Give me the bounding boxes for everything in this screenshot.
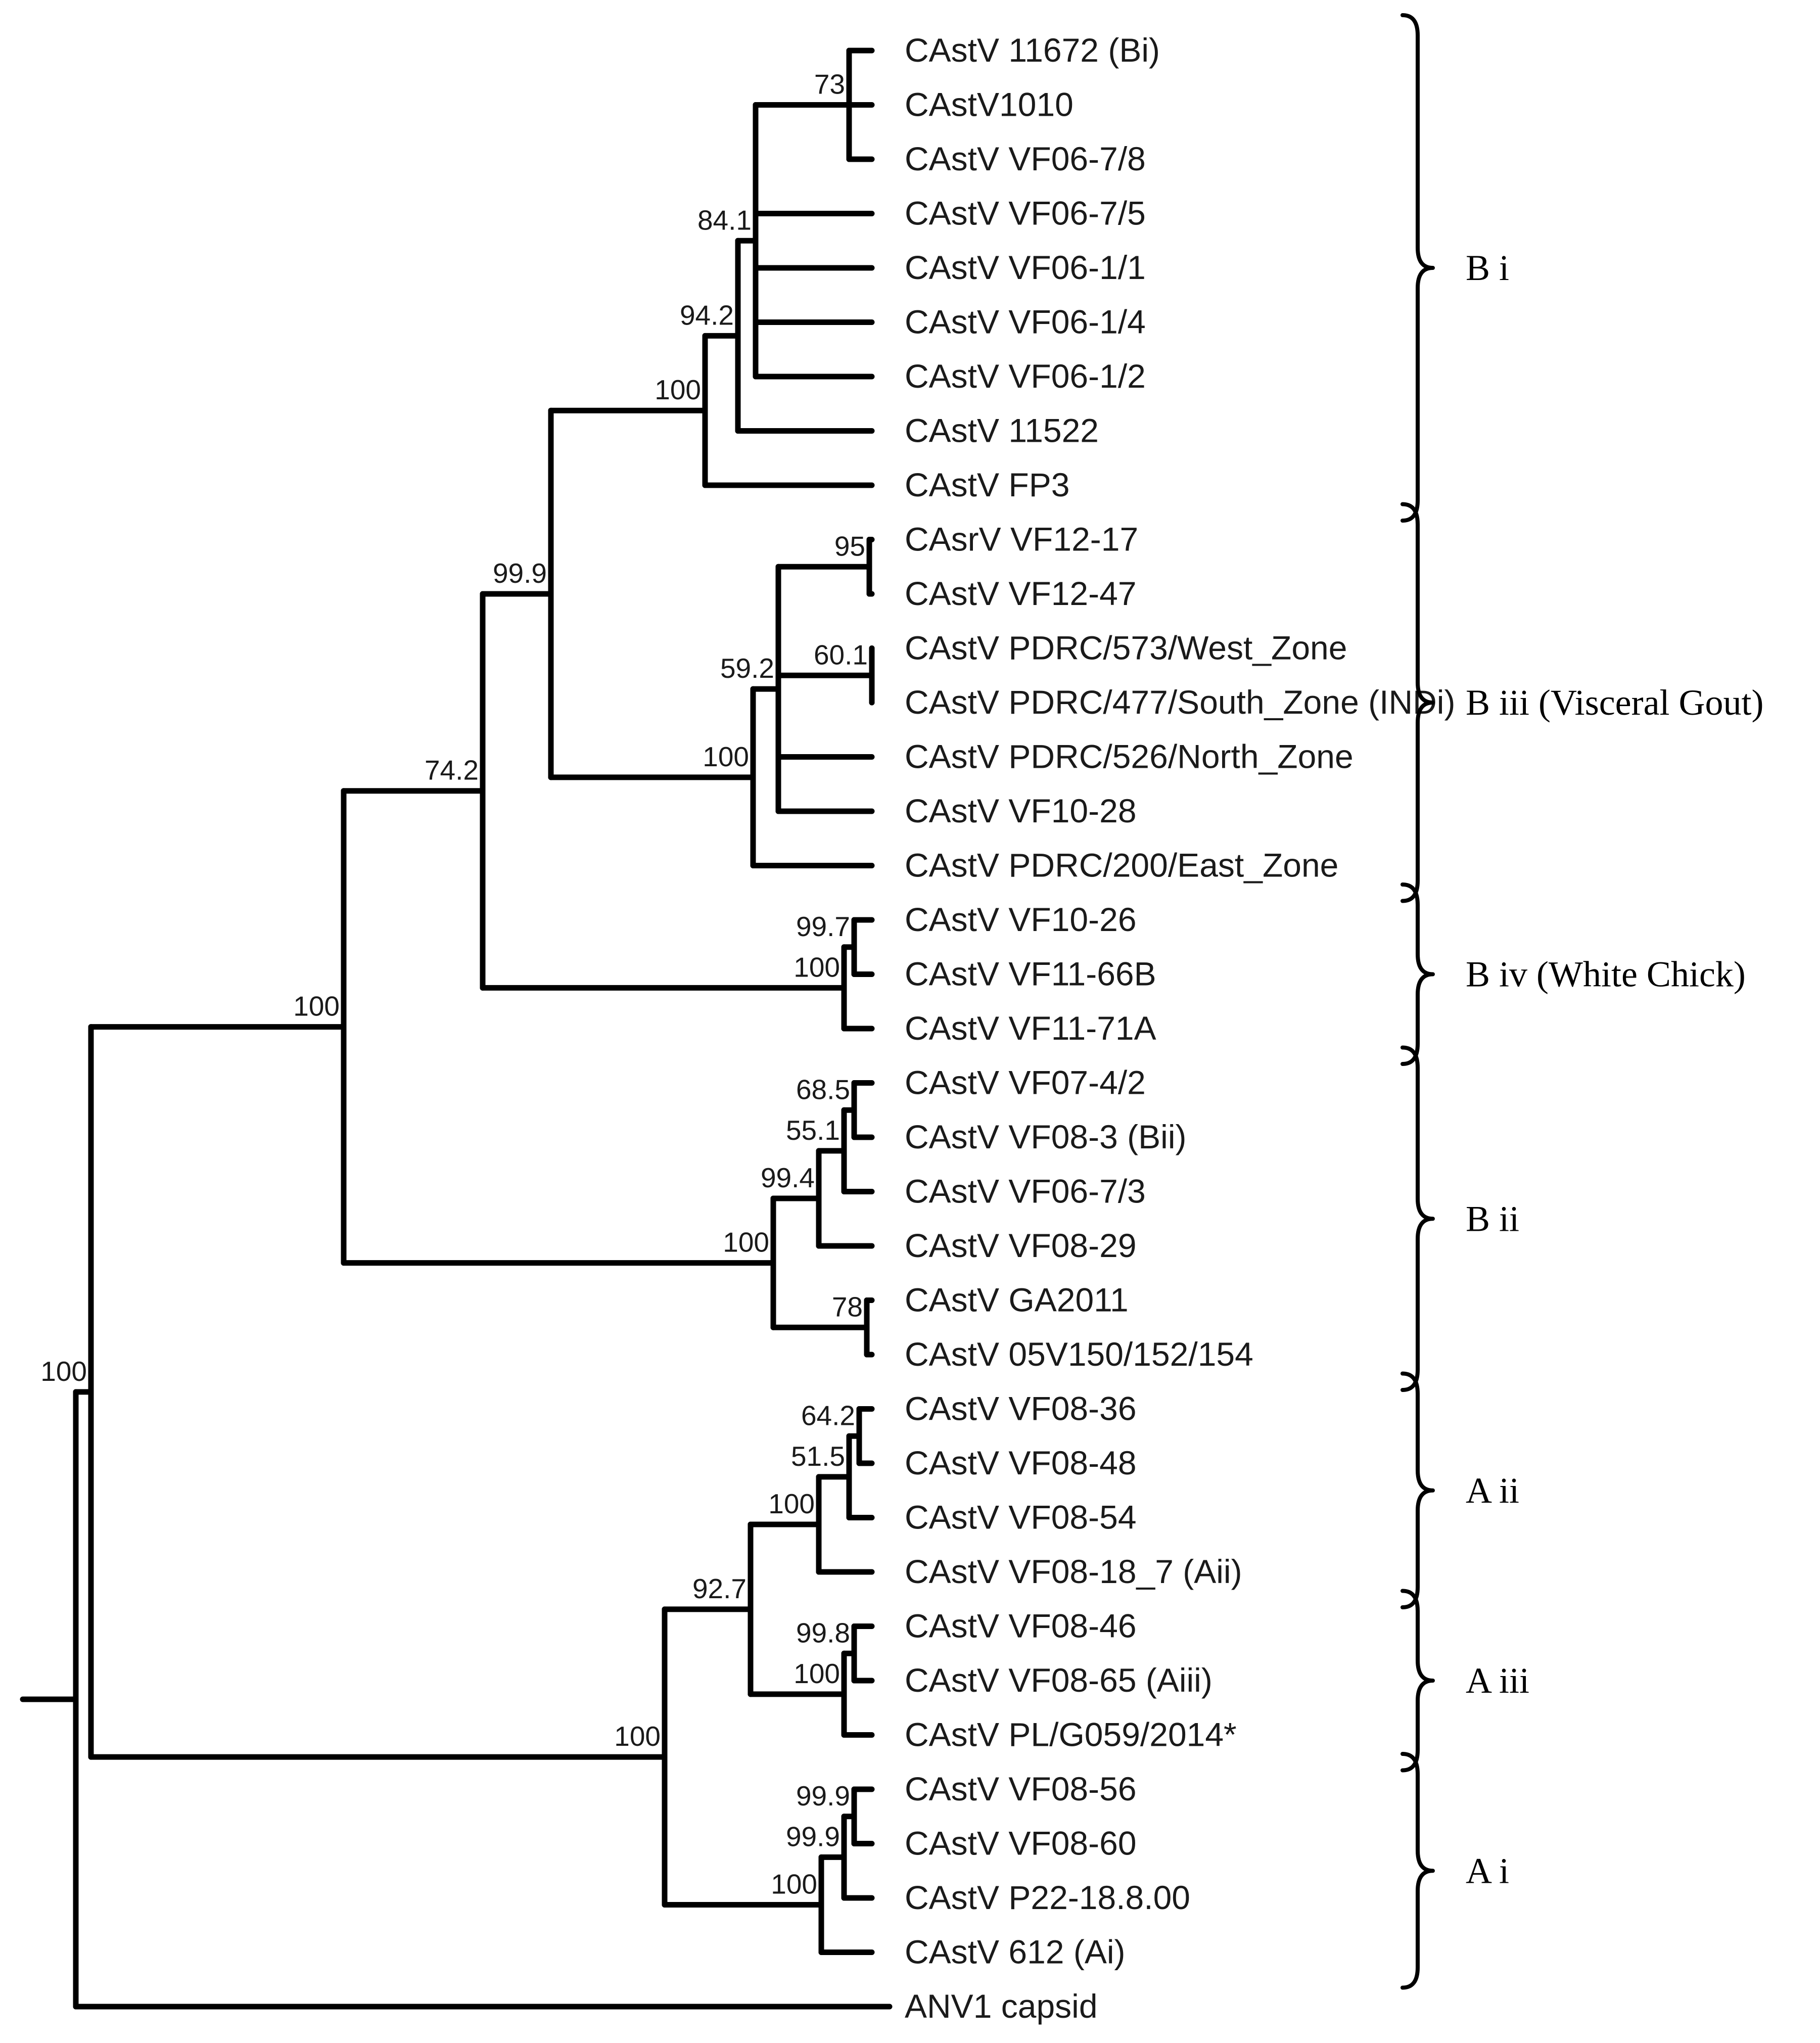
leaf-label: CAstV VF10-28 [905, 792, 1137, 829]
leaf-label: CAstV P22-18.8.00 [905, 1879, 1190, 1916]
leaf-label: CAstV VF08-65 (Aiii) [905, 1661, 1212, 1699]
leaf-label: CAstV VF12-47 [905, 575, 1137, 612]
bootstrap-support: 95 [834, 530, 865, 562]
bootstrap-support: 64.2 [801, 1400, 855, 1431]
leaf-label: CAstV 05V150/152/154 [905, 1335, 1253, 1373]
leaf-label: CAstV VF06-7/8 [905, 140, 1146, 177]
clade-brace [1401, 883, 1435, 1066]
bootstrap-support: 74.2 [425, 755, 479, 786]
leaf-label: CAstV GA2011 [905, 1281, 1129, 1319]
leaf-label: CAstV VF07-4/2 [905, 1064, 1146, 1101]
bootstrap-support: 99.8 [796, 1617, 850, 1648]
leaf-label: CAstV VF08-18_7 (Aii) [905, 1553, 1242, 1590]
leaf-label: CAstV1010 [905, 86, 1074, 123]
bootstrap-support: 100 [794, 951, 840, 983]
bootstrap-support: 100 [794, 1658, 840, 1689]
leaf-label: CAstV PDRC/573/West_Zone [905, 629, 1347, 667]
bootstrap-support: 100 [293, 991, 340, 1022]
bootstrap-support: 99.9 [786, 1821, 840, 1852]
leaf-label: CAstV VF06-1/4 [905, 303, 1146, 341]
leaf-label: CAstV VF06-1/2 [905, 357, 1146, 395]
leaf-label: ANV1 capsid [905, 1987, 1098, 2025]
clade-brackets: B i B iii (Visceral Gout) B iv (White Chic… [1401, 13, 1764, 1990]
bootstrap-support: 92.7 [692, 1573, 746, 1604]
leaf-label: CAstV PDRC/477/South_Zone (INDi) [905, 683, 1455, 721]
leaf-label: CAstV VF08-56 [905, 1770, 1137, 1807]
bootstrap-support: 99.9 [493, 558, 547, 589]
bootstrap-support: 94.2 [680, 299, 734, 331]
bootstrap-support: 59.2 [720, 653, 774, 684]
clade-label: A ii [1466, 1470, 1519, 1511]
leaf-label: CAstV 612 (Ai) [905, 1933, 1125, 1971]
tree-branches [20, 48, 893, 2010]
bootstrap-support: 73 [814, 69, 845, 100]
bootstrap-support: 100 [655, 374, 701, 405]
clade-label: A i [1466, 1850, 1509, 1891]
leaf-label: CAstV 11672 (Bi) [905, 31, 1160, 69]
bootstrap-support: 99.4 [761, 1162, 815, 1193]
clade-label: B iv (White Chick) [1466, 954, 1746, 995]
bootstrap-support: 99.9 [796, 1780, 850, 1812]
leaf-label: CAstV PDRC/200/East_Zone [905, 847, 1338, 884]
clade-brace [1401, 502, 1435, 903]
bootstrap-support: 55.1 [786, 1115, 840, 1146]
clade-label: A iii [1466, 1660, 1529, 1701]
clade-brace [1401, 1752, 1435, 1990]
leaf-label: CAstV 11522 [905, 412, 1099, 449]
support-values: 100 100 74.2 99.9 100 94.2 84.1 73 100 59.2 95 60.1… [40, 69, 868, 1900]
clade-brace [1401, 1589, 1435, 1773]
leaf-label: CAstV VF06-7/3 [905, 1173, 1146, 1210]
bootstrap-support: 100 [614, 1721, 661, 1752]
leaf-label: CAstV VF08-3 (Bii) [905, 1118, 1186, 1155]
leaf-label: CAstV VF08-46 [905, 1607, 1137, 1645]
leaf-label: CAstV VF11-66B [905, 955, 1156, 993]
clade-label: B i [1466, 248, 1509, 288]
clade-label: B ii [1466, 1198, 1519, 1239]
bootstrap-support: 100 [723, 1227, 769, 1258]
bootstrap-support: 99.7 [796, 911, 850, 942]
leaf-label: CAstV VF08-29 [905, 1227, 1137, 1264]
leaf-label: CAstV VF06-7/5 [905, 195, 1146, 232]
bootstrap-support: 84.1 [697, 204, 752, 236]
bootstrap-support: 100 [40, 1356, 87, 1387]
bootstrap-support: 51.5 [791, 1441, 845, 1472]
leaf-label: CAstV VF08-54 [905, 1499, 1137, 1536]
leaf-label: CAstV VF11-71A [905, 1009, 1156, 1047]
leaf-label: CAstV VF10-26 [905, 901, 1137, 938]
bootstrap-support: 100 [771, 1868, 817, 1899]
bootstrap-support: 100 [703, 741, 749, 772]
leaf-label: CAsrV VF12-17 [905, 521, 1138, 558]
clade-label: B iii (Visceral Gout) [1466, 682, 1764, 723]
bootstrap-support: 68.5 [796, 1074, 850, 1105]
leaf-label: CAstV PL/G059/2014* [905, 1716, 1237, 1753]
leaf-label: CAstV VF06-1/1 [905, 249, 1146, 286]
bootstrap-support: 60.1 [814, 639, 868, 670]
clade-brace [1401, 1045, 1435, 1392]
leaf-label: CAstV PDRC/526/North_Zone [905, 738, 1354, 775]
clade-brace [1401, 13, 1435, 523]
leaf-label: CAstV VF08-48 [905, 1444, 1137, 1481]
leaf-label: CAstV VF08-36 [905, 1390, 1137, 1427]
leaf-labels: CAstV 11672 (Bi) CAstV1010 CAstV VF06-7/8 C… [905, 31, 1455, 2025]
bootstrap-support: 100 [768, 1488, 815, 1519]
leaf-label: CAstV FP3 [905, 466, 1069, 503]
leaf-label: CAstV VF08-60 [905, 1825, 1137, 1862]
bootstrap-support: 78 [832, 1291, 863, 1322]
clade-brace [1401, 1371, 1435, 1609]
